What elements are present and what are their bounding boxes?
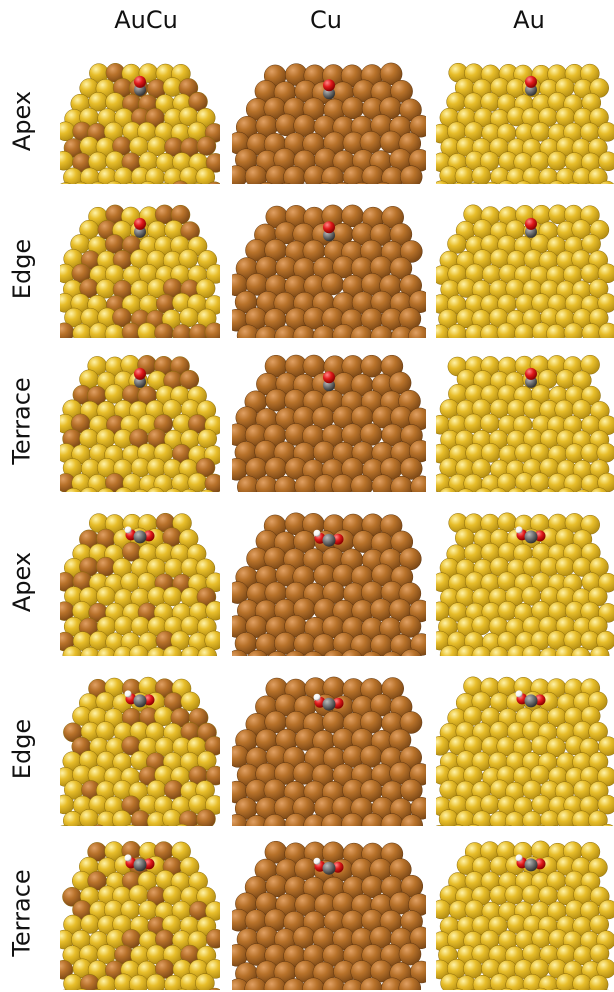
nanoparticle-au-apex-co xyxy=(436,58,614,184)
cluster-render xyxy=(60,676,220,826)
nanoparticle-au-edge-cooh xyxy=(436,672,614,826)
row-label-terrace-3: Terrace xyxy=(8,377,37,465)
nanoparticle-aucu-terrace-cooh xyxy=(60,836,220,990)
co-adsorbate xyxy=(525,367,537,388)
row-label-edge-2: Edge xyxy=(8,238,36,300)
nanoparticle-au-edge-co xyxy=(436,200,614,338)
cluster-render xyxy=(60,204,220,338)
cluster-render xyxy=(232,676,426,826)
cluster-render xyxy=(232,512,426,656)
co-adsorbate xyxy=(323,371,335,392)
nanoparticle-au-terrace-co xyxy=(436,350,614,492)
cooh-adsorbate xyxy=(313,529,344,547)
cluster-render xyxy=(436,840,614,990)
cluster-render xyxy=(436,204,614,338)
cluster-render xyxy=(232,354,426,492)
cluster-render xyxy=(60,841,220,990)
cluster-render xyxy=(436,512,614,656)
nanoparticle-aucu-apex-cooh xyxy=(60,508,220,656)
co-adsorbate xyxy=(134,75,146,96)
cooh-adsorbate xyxy=(124,690,155,708)
co-adsorbate xyxy=(134,217,146,238)
column-header-aucu: AuCu xyxy=(114,6,178,34)
cluster-render xyxy=(232,62,426,184)
cluster-render xyxy=(436,354,614,492)
cluster-render xyxy=(436,676,614,826)
nanoparticle-aucu-edge-co xyxy=(60,200,220,338)
nanoparticle-aucu-apex-co xyxy=(60,58,220,184)
cooh-adsorbate xyxy=(124,854,155,872)
row-label-apex-4: Apex xyxy=(8,551,37,613)
column-header-au: Au xyxy=(513,6,545,34)
co-adsorbate xyxy=(525,75,537,96)
cluster-render xyxy=(60,355,220,492)
nanoparticle-aucu-terrace-co xyxy=(60,350,220,492)
nanoparticle-cu-apex-co xyxy=(232,58,426,184)
row-label-edge-5: Edge xyxy=(8,718,36,780)
cooh-adsorbate xyxy=(515,854,546,872)
cluster-render xyxy=(60,512,220,656)
nanoparticle-cu-terrace-cooh xyxy=(232,836,426,990)
column-header-cu: Cu xyxy=(310,6,342,34)
cooh-adsorbate xyxy=(313,857,344,875)
nanoparticle-cu-edge-co xyxy=(232,200,426,338)
cluster-render xyxy=(232,204,426,338)
cooh-adsorbate xyxy=(515,526,546,544)
cluster-render xyxy=(60,63,220,184)
co-adsorbate xyxy=(134,367,146,388)
cluster-render xyxy=(232,840,426,990)
row-label-terrace-6: Terrace xyxy=(8,869,37,957)
nanoparticle-au-apex-cooh xyxy=(436,508,614,656)
co-adsorbate xyxy=(323,221,335,242)
cooh-adsorbate xyxy=(515,690,546,708)
co-adsorbate xyxy=(323,79,335,100)
row-label-apex-1: Apex xyxy=(8,90,37,152)
nanoparticle-cu-edge-cooh xyxy=(232,672,426,826)
cluster-render xyxy=(436,62,614,184)
nanoparticle-cu-terrace-co xyxy=(232,350,426,492)
nanoparticle-au-terrace-cooh xyxy=(436,836,614,990)
co-adsorbate xyxy=(525,217,537,238)
nanoparticle-cu-apex-cooh xyxy=(232,508,426,656)
cooh-adsorbate xyxy=(313,693,344,711)
nanoparticle-aucu-edge-cooh xyxy=(60,672,220,826)
cooh-adsorbate xyxy=(124,526,155,544)
